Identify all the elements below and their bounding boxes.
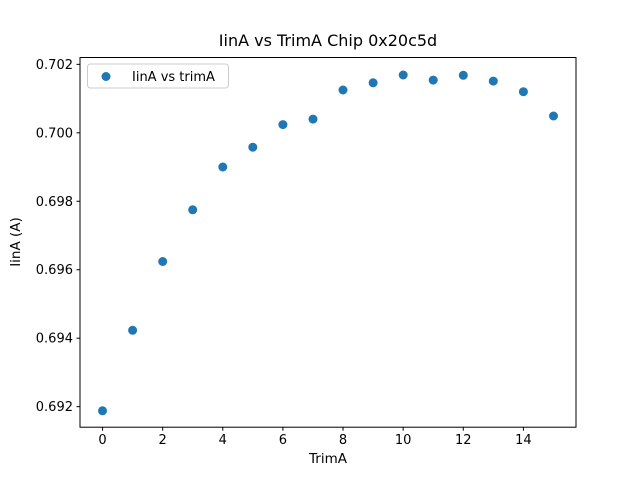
y-tick-label: 0.692: [36, 400, 73, 415]
y-tick-label: 0.698: [36, 195, 73, 210]
x-tick-label: 6: [279, 433, 287, 448]
data-point: [98, 406, 107, 416]
x-tick-label: 8: [339, 433, 347, 448]
chart-title: IinA vs TrimA Chip 0x20c5d: [219, 31, 437, 50]
data-point: [428, 75, 438, 85]
data-point: [128, 325, 138, 335]
legend-label: IinA vs trimA: [132, 70, 215, 85]
legend-box: [87, 63, 229, 89]
y-axis-ticks: 0.692 0.694 0.696 0.698 0.700 0.702: [36, 58, 80, 415]
plot-area: [79, 57, 577, 428]
data-point: [549, 111, 558, 121]
data-point: [398, 70, 408, 80]
legend-marker-icon: [101, 72, 111, 81]
data-point: [338, 85, 348, 95]
data-point: [518, 87, 528, 97]
legend: IinA vs trimA: [87, 63, 229, 89]
y-tick-label: 0.696: [36, 263, 73, 278]
x-axis-label: TrimA: [308, 451, 348, 467]
data-point: [158, 257, 168, 266]
y-tick-label: 0.694: [36, 332, 73, 347]
x-tick-label: 2: [159, 433, 167, 448]
x-tick-label: 4: [219, 433, 227, 448]
x-axis-ticks: 0 2 4 6 8 10 12 14: [98, 427, 532, 448]
x-tick-label: 0: [98, 433, 106, 448]
data-point: [488, 76, 498, 86]
data-point: [248, 142, 258, 152]
y-axis-label: IinA (A): [8, 217, 24, 267]
data-point: [278, 120, 288, 130]
data-point: [458, 70, 468, 80]
x-tick-label: 10: [395, 433, 412, 448]
x-tick-label: 12: [455, 433, 472, 448]
data-point: [188, 205, 198, 215]
data-point: [368, 78, 378, 88]
x-tick-label: 14: [515, 433, 532, 448]
y-tick-label: 0.702: [36, 58, 73, 73]
data-point: [308, 114, 318, 124]
data-points: [98, 70, 558, 416]
y-tick-label: 0.700: [36, 126, 73, 141]
data-point: [218, 162, 228, 172]
